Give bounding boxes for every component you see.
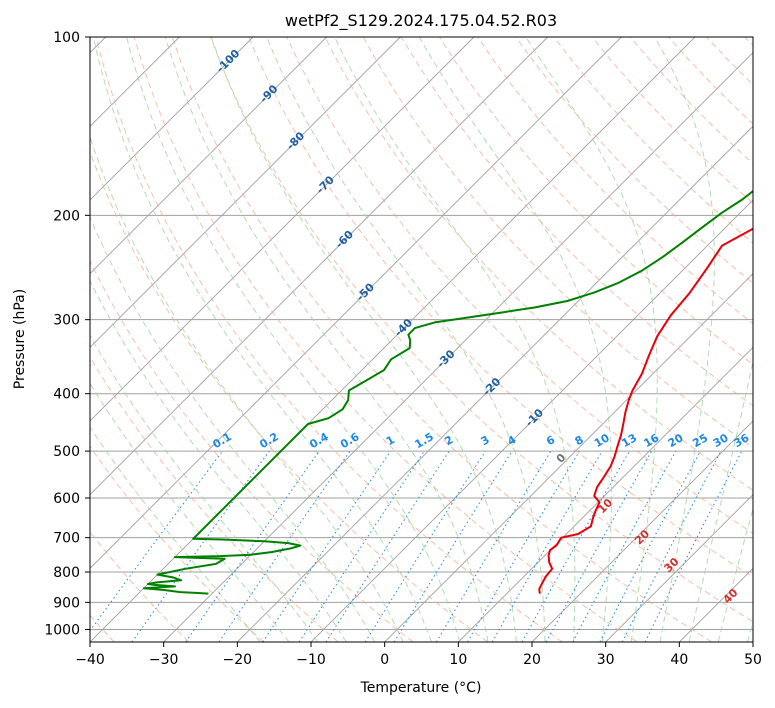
y-tick-label: 900 (53, 595, 80, 611)
mixing-ratio-line (467, 450, 580, 642)
dry-adiabat-line (95, 37, 563, 642)
dewpoint-series-line (142, 189, 753, 595)
profile-series (142, 189, 753, 595)
x-tick-label: −10 (296, 652, 326, 668)
isotherm-line (384, 273, 753, 642)
mixing-ratio-line (298, 450, 425, 642)
isotherm-line (531, 420, 753, 642)
mixing-ratio-line (435, 450, 552, 642)
moist-adiabat-line (92, 37, 432, 642)
mixing-ratio-line (599, 450, 701, 642)
moist-adiabat-line (717, 506, 753, 642)
dry-adiabat-line (171, 37, 712, 642)
moist-adiabat-line (90, 426, 261, 642)
x-tick-label: 0 (380, 652, 389, 668)
temperature-series-line (538, 227, 753, 594)
y-tick-label: 1000 (44, 622, 80, 638)
moist-adiabat-line (688, 358, 753, 642)
isotherm-line (752, 641, 753, 642)
x-tick-label: −40 (75, 652, 105, 668)
isotherm-line (90, 37, 696, 642)
dry-adiabat-line (324, 37, 753, 491)
moist-adiabat-line (90, 215, 376, 642)
isotherm-line (605, 494, 753, 642)
y-tick-label: 800 (53, 565, 80, 581)
mixing-ratio-line (572, 450, 677, 642)
moist-adiabat-line (164, 37, 489, 642)
dry-adiabat-line (248, 37, 753, 578)
isotherm-line (90, 37, 475, 422)
y-tick-label: 700 (53, 531, 80, 547)
moist-adiabat-line (525, 37, 658, 642)
mixing-ratio-line (325, 450, 450, 642)
x-axis-ticks: −40 −30 −20 −10 0 10 20 30 40 50 (75, 642, 762, 668)
moist-adiabat-line (90, 334, 319, 642)
x-tick-label: 50 (744, 652, 762, 668)
dry-adiabat-line (210, 37, 753, 623)
isotherm-line (90, 37, 254, 201)
moist-adiabat-line (126, 37, 461, 642)
y-tick-label: 500 (53, 444, 80, 460)
isotherm-line (90, 37, 548, 496)
moist-adiabat-line (266, 37, 546, 642)
moist-adiabat-line (654, 37, 715, 642)
x-tick-label: 20 (523, 652, 541, 668)
y-tick-label: 600 (53, 491, 80, 507)
isotherm-line (90, 37, 327, 275)
mixing-ratio-line (393, 450, 513, 642)
y-tick-label: 100 (53, 30, 80, 46)
mixing-ratio-line (262, 450, 392, 642)
plot-background (90, 37, 753, 642)
plot-frame (89, 36, 754, 643)
isotherm-line (90, 37, 401, 348)
isotherm-line (90, 37, 622, 569)
y-tick-label: 200 (53, 208, 80, 224)
moist-adiabat-line (90, 135, 404, 642)
x-tick-label: 30 (597, 652, 615, 668)
moist-adiabat-line (334, 37, 576, 642)
x-tick-label: 40 (670, 652, 688, 668)
x-tick-label: −20 (223, 652, 253, 668)
dry-adiabat-line (90, 445, 264, 642)
moist-adiabat-line (210, 37, 517, 642)
x-tick-label: 10 (449, 652, 467, 668)
y-axis-ticks: 100 200 300 400 500 600 700 800 900 1000 (44, 30, 90, 638)
chart-title: wetPf2_S129.2024.175.04.52.R03 (285, 11, 557, 31)
x-tick-label: −30 (149, 652, 179, 668)
mixing-ratio-lines (90, 450, 743, 642)
mixing-ratio-line (364, 450, 486, 642)
isotherm-line (237, 125, 753, 642)
dry-adiabat-line (90, 259, 414, 642)
dry-adiabat-line (515, 37, 753, 284)
mixing-ratio-line (218, 450, 351, 642)
y-axis-title: Pressure (hPa) (12, 289, 28, 389)
moist-adiabat-line (90, 382, 290, 642)
mixing-ratio-line (185, 450, 320, 642)
moist-adiabat-line (418, 37, 613, 642)
isobar-grid (90, 37, 753, 630)
y-tick-label: 400 (53, 387, 80, 403)
dry-adiabat-line (286, 37, 753, 534)
x-axis-title: Temperature (°C) (360, 680, 482, 696)
y-tick-label: 300 (53, 313, 80, 329)
